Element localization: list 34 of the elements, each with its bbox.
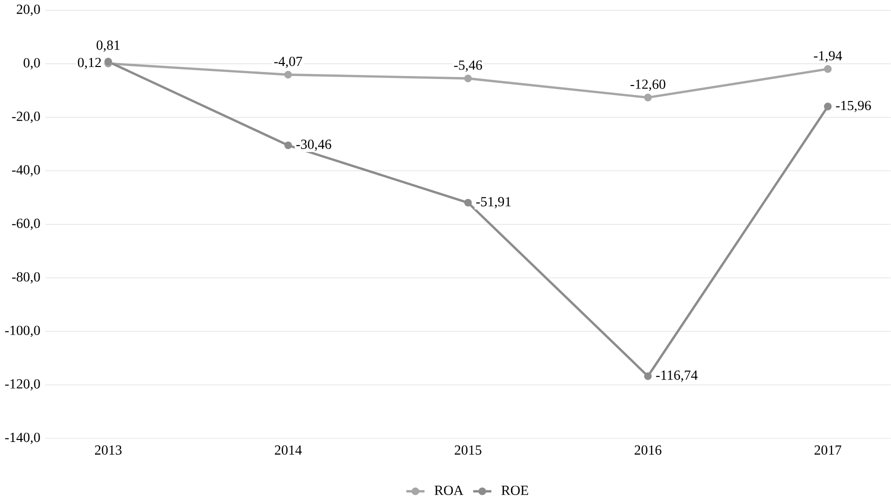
y-tick-label: 20,0 <box>16 4 40 16</box>
point <box>644 94 652 102</box>
point <box>284 70 292 78</box>
y-tick-label: -60,0 <box>12 218 40 230</box>
y-tick-label: -100,0 <box>5 326 40 337</box>
data-label: -5,46 <box>454 60 482 72</box>
data-label: -4,07 <box>274 56 302 68</box>
legend-label: ROE <box>501 486 528 495</box>
data-label: 0,81 <box>96 40 120 52</box>
legend-label: ROA <box>434 486 464 495</box>
data-label: -116,74 <box>656 370 698 382</box>
x-tick-label: 2016 <box>634 445 662 455</box>
point <box>464 198 472 206</box>
point <box>824 65 832 73</box>
x-tick-label: 2013 <box>94 445 122 455</box>
data-label: -30,46 <box>296 140 332 151</box>
y-tick-label: -80,0 <box>12 272 40 284</box>
y-tick-label: -140,0 <box>5 432 40 444</box>
x-tick-label: 2015 <box>454 445 482 455</box>
y-tick-label: -40,0 <box>12 165 40 176</box>
x-tick-label: 2017 <box>814 445 842 455</box>
point <box>464 74 472 82</box>
point <box>644 372 652 380</box>
data-label: -15,96 <box>836 100 871 112</box>
y-tick-label: -120,0 <box>5 379 40 390</box>
point <box>284 141 292 150</box>
data-label: -1,94 <box>814 50 842 62</box>
x-tick-label: 2014 <box>274 445 302 455</box>
point <box>824 102 832 110</box>
data-label: -12,60 <box>630 79 666 91</box>
data-label: -51,91 <box>476 196 511 208</box>
y-tick-label: -20,0 <box>12 112 40 123</box>
y-tick-label: 0,0 <box>24 58 40 70</box>
data-label: 0,12 <box>78 58 101 70</box>
